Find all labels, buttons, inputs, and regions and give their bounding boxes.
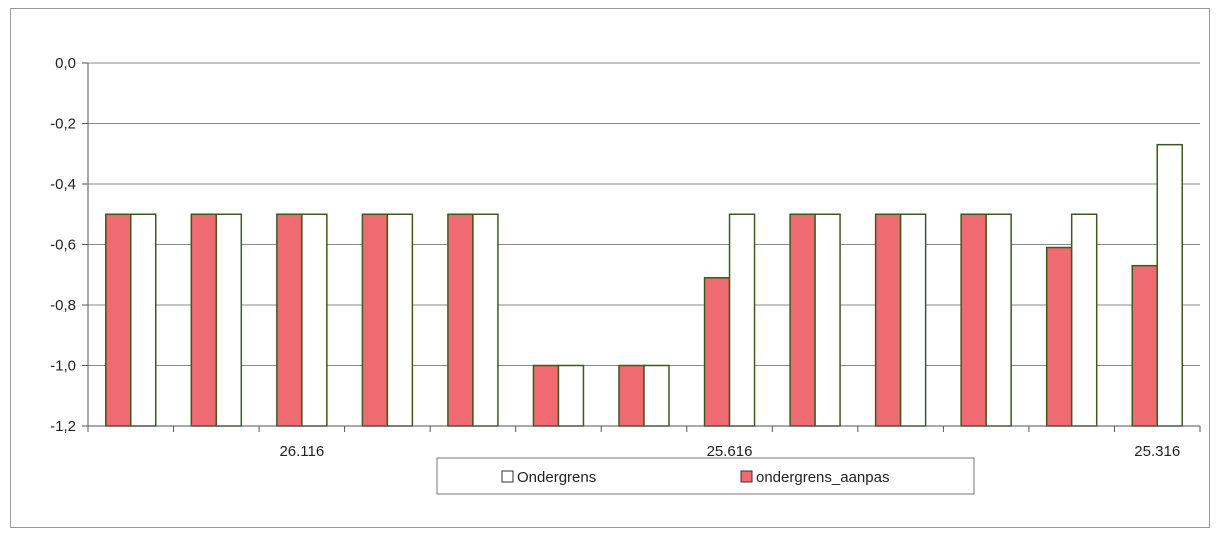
bar-ondergrens-aanpas bbox=[1131, 264, 1158, 427]
y-tick-label: -0,8 bbox=[50, 297, 76, 314]
x-tick-label: 25.616 bbox=[707, 443, 753, 460]
x-axis: 26.116 25.616 25.316 bbox=[87, 425, 1201, 460]
bar-ondergrens bbox=[301, 213, 328, 427]
bar-ondergrens bbox=[985, 213, 1012, 427]
bar-ondergrens-aanpas bbox=[1045, 246, 1073, 427]
bar-ondergrens-aanpas bbox=[276, 213, 303, 427]
bars bbox=[105, 143, 1183, 427]
bar-ondergrens-aanpas bbox=[532, 364, 560, 427]
bar-ondergrens-aanpas bbox=[703, 277, 731, 427]
bar-ondergrens-aanpas bbox=[960, 213, 987, 427]
bar-ondergrens-aanpas bbox=[789, 213, 816, 427]
legend-label-ondergrens-aanpas: ondergrens_aanpas bbox=[756, 469, 889, 486]
bar-ondergrens bbox=[1156, 143, 1183, 427]
legend: Ondergrens ondergrens_aanpas bbox=[436, 457, 975, 495]
bar-ondergrens bbox=[1070, 213, 1098, 427]
bar-ondergrens bbox=[899, 213, 927, 427]
legend-swatch-ondergrens-aanpas bbox=[740, 470, 753, 483]
legend-box bbox=[436, 457, 975, 495]
bar-ondergrens bbox=[215, 213, 243, 427]
bar-ondergrens bbox=[472, 213, 499, 427]
bar-ondergrens bbox=[728, 213, 756, 427]
bar-ondergrens bbox=[130, 213, 157, 427]
bar-ondergrens-aanpas bbox=[361, 213, 389, 427]
x-tick-label: 25.316 bbox=[1134, 443, 1180, 460]
y-tick-label: -0,2 bbox=[50, 116, 76, 133]
x-tick-label: 26.116 bbox=[279, 443, 324, 460]
y-tick-label: -0,4 bbox=[50, 176, 76, 193]
y-tick-label: -1,2 bbox=[50, 418, 76, 435]
bar-ondergrens-aanpas bbox=[874, 213, 902, 427]
legend-swatch-ondergrens bbox=[501, 470, 514, 483]
bar-ondergrens bbox=[557, 364, 585, 427]
bar-ondergrens bbox=[386, 213, 414, 427]
y-tick-label: -0,6 bbox=[50, 237, 76, 254]
legend-label-ondergrens: Ondergrens bbox=[517, 469, 596, 486]
bar-ondergrens-aanpas bbox=[190, 213, 218, 427]
bar-ondergrens bbox=[814, 213, 841, 427]
y-tick-label: 0,0 bbox=[55, 55, 76, 72]
bar-ondergrens-aanpas bbox=[447, 213, 474, 427]
y-tick-label: -1,0 bbox=[50, 358, 76, 375]
y-axis: 0,0 -0,2 -0,4 -0,6 -0,8 -1,0 -1,2 bbox=[50, 55, 89, 435]
bar-ondergrens bbox=[643, 364, 670, 427]
bar-ondergrens-aanpas bbox=[618, 364, 645, 427]
bar-ondergrens-aanpas bbox=[105, 213, 132, 427]
